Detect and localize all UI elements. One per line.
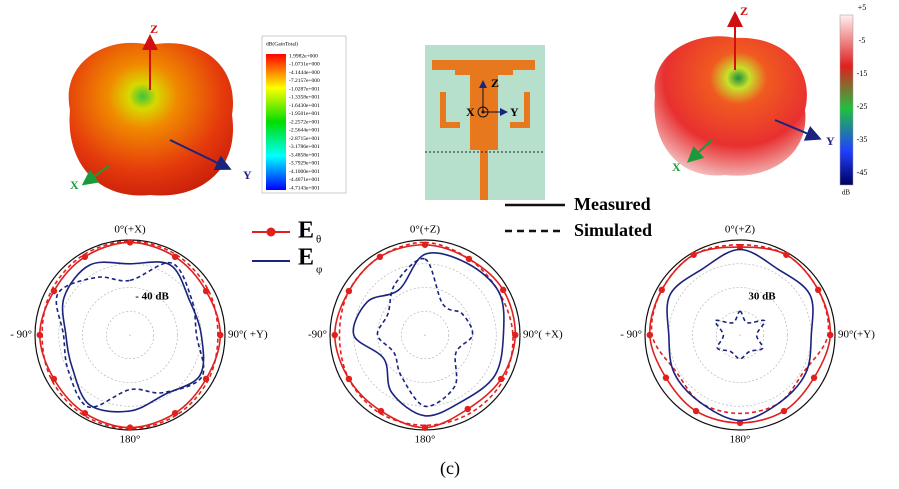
grid-ring xyxy=(59,264,202,407)
colorbar-label: -3.4858e+001 xyxy=(289,152,320,158)
pattern-curve xyxy=(353,253,504,416)
axis-label: Z xyxy=(491,76,499,90)
angle-label: 0°(+Z) xyxy=(725,224,755,236)
legend-subscript: φ xyxy=(316,264,322,276)
colorbar-label: -1.0287e+001 xyxy=(289,86,320,92)
colorbar-label: -3.7929e+001 xyxy=(289,161,320,167)
angle-label: 180° xyxy=(415,434,436,446)
colorbar-right: dB +5 -5 -15 -25 -35 -45 xyxy=(840,3,867,197)
colorbar-label: -25 xyxy=(857,102,868,111)
angle-label: 180° xyxy=(120,434,141,446)
grid-ring xyxy=(106,311,154,359)
marker xyxy=(815,287,821,293)
pattern-curve xyxy=(42,241,218,429)
marker xyxy=(465,406,471,412)
marker xyxy=(51,376,57,382)
angle-label: 0°(+X) xyxy=(114,224,146,236)
pattern-curve xyxy=(667,250,813,421)
colorbar-label: -2.2572e+001 xyxy=(289,119,320,125)
antenna: Z X Y xyxy=(425,45,545,200)
angle-label: 180° xyxy=(730,434,751,446)
angle-label: - 90° xyxy=(10,329,32,341)
colorbar-label: -45 xyxy=(857,168,868,177)
marker xyxy=(781,408,787,414)
angle-label: 0°(+Z) xyxy=(410,224,440,236)
ring-label: - 40 dB xyxy=(135,291,169,303)
grid-ring xyxy=(669,264,812,407)
grid-ring xyxy=(378,288,473,383)
grid-ring xyxy=(401,311,449,359)
marker xyxy=(203,288,209,294)
legend-label: Measured xyxy=(574,194,651,214)
legend: E θ E φ Measured Simulated xyxy=(252,194,652,275)
colorbar-label: -4.1000e+001 xyxy=(289,169,320,175)
marker xyxy=(332,332,338,338)
colorbar-label: -15 xyxy=(857,69,868,78)
grid-ring xyxy=(740,335,741,336)
pattern-curve xyxy=(340,242,513,425)
legend-symbol: E xyxy=(298,245,314,271)
axis-label: X xyxy=(672,160,681,174)
colorbar-label: -2.5644e+001 xyxy=(289,128,320,134)
legend-label: Simulated xyxy=(574,220,652,240)
grid-ring xyxy=(425,335,426,336)
pattern-3d-right: Z Y X xyxy=(654,4,835,176)
angle-label: -90° xyxy=(308,329,327,341)
pattern-curve xyxy=(652,245,829,414)
colorbar-label: -4.4071e+001 xyxy=(289,177,320,183)
axis-label: X xyxy=(466,105,475,119)
grid-ring xyxy=(130,335,131,336)
colorbar-label: -1.9501e+001 xyxy=(289,111,320,117)
colorbar-title: dB(GainTotal) xyxy=(266,40,298,47)
marker xyxy=(127,239,133,245)
axis-label: X xyxy=(70,178,79,192)
caption: (c) xyxy=(440,458,460,479)
colorbar-label: -1.0731e+000 xyxy=(289,62,320,68)
marker xyxy=(811,375,817,381)
colorbar-label: -35 xyxy=(857,135,868,144)
pattern-3d-left: Z Y X xyxy=(69,22,252,196)
figure: Z Y X dB(GainTotal) 1.9982e+000 -1.0731e+… xyxy=(0,0,899,489)
pattern-curve xyxy=(377,259,472,407)
colorbar-label: -4.7143e+001 xyxy=(289,185,320,191)
pattern-curve xyxy=(40,242,221,427)
colorbar-left: dB(GainTotal) 1.9982e+000 -1.0731e+000 -4.… xyxy=(262,36,346,193)
colorbar-label: -1.6430e+001 xyxy=(289,103,320,109)
colorbar-label: -4.1444e+000 xyxy=(289,70,320,76)
colorbar-label: -7.2157e+000 xyxy=(289,78,320,84)
axis-label: Y xyxy=(243,168,252,182)
colorbar-label: -5 xyxy=(859,36,866,45)
axis-label: Z xyxy=(150,22,158,36)
marker xyxy=(659,287,665,293)
marker xyxy=(693,408,699,414)
marker xyxy=(500,287,506,293)
ring-label: 30 dB xyxy=(748,291,776,303)
legend-symbol: E xyxy=(298,218,314,244)
grid-ring xyxy=(35,240,225,430)
colorbar-label: +5 xyxy=(858,3,867,12)
marker xyxy=(663,375,669,381)
angle-label: 90°( +X) xyxy=(523,329,563,341)
grid-ring xyxy=(645,240,835,430)
legend-subscript: θ xyxy=(316,234,321,246)
axis-label: Z xyxy=(740,4,748,18)
axis-label: Y xyxy=(826,134,835,148)
colorbar-label: 1.9982e+000 xyxy=(289,53,318,59)
colorbar-label: -2.8715e+001 xyxy=(289,136,320,142)
grid-ring xyxy=(354,264,497,407)
polar-plots: - 40 dB 0°(+X) 90°( +Y) 180° - 90° 0°(+Z) 90°(… xyxy=(10,224,875,446)
angle-label: 90°( +Y) xyxy=(228,329,268,341)
angle-label: - 90° xyxy=(620,329,642,341)
colorbar-label: -1.3358e+001 xyxy=(289,95,320,101)
grid-ring xyxy=(330,240,520,430)
colorbar-unit: dB xyxy=(842,189,851,197)
colorbar-label: -3.1786e+001 xyxy=(289,144,320,150)
angle-label: 90°(+Y) xyxy=(838,329,875,341)
marker xyxy=(127,424,133,430)
axis-label: Y xyxy=(510,105,519,119)
pattern-curve xyxy=(650,247,831,423)
